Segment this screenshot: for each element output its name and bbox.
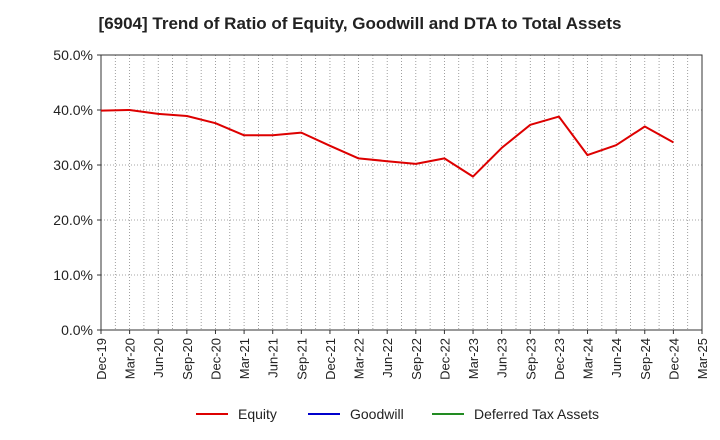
x-tick-label: Mar-23: [466, 338, 481, 379]
x-tick-label: Sep-21: [294, 338, 309, 380]
x-tick-label: Jun-21: [266, 338, 281, 378]
legend-label-goodwill: Goodwill: [350, 406, 404, 422]
x-tick-label: Jun-23: [495, 338, 510, 378]
y-axis: 0.0% 10.0% 20.0% 30.0% 40.0% 50.0%: [53, 47, 101, 338]
legend: Equity Goodwill Deferred Tax Assets: [196, 406, 599, 422]
legend-label-deferred-tax-assets: Deferred Tax Assets: [474, 406, 599, 422]
x-axis: Dec-19 Mar-20 Jun-20 Sep-20 Dec-20 Mar-21 Jun-…: [94, 330, 710, 380]
series-line-equity: [100, 109, 674, 178]
x-tick-label: Jun-22: [380, 338, 395, 378]
x-tick-label: Dec-19: [94, 338, 109, 380]
x-tick-label: Mar-24: [581, 338, 596, 379]
x-tick-label: Dec-23: [552, 338, 567, 380]
series-lines: [100, 109, 674, 178]
x-tick-label: Mar-21: [237, 338, 252, 379]
x-tick-label: Dec-21: [323, 338, 338, 380]
x-tick-label: Sep-22: [409, 338, 424, 380]
x-tick-label: Dec-20: [208, 338, 223, 380]
y-tick-label: 0.0%: [61, 322, 93, 338]
x-tick-label: Sep-23: [523, 338, 538, 380]
x-tick-label: Dec-24: [666, 338, 681, 380]
y-tick-label: 20.0%: [53, 212, 93, 228]
x-tick-label: Mar-22: [352, 338, 367, 379]
x-tick-label: Sep-20: [180, 338, 195, 380]
y-tick-label: 40.0%: [53, 102, 93, 118]
x-tick-label: Mar-25: [695, 338, 710, 379]
y-tick-label: 30.0%: [53, 157, 93, 173]
y-tick-label: 10.0%: [53, 267, 93, 283]
x-tick-label: Sep-24: [638, 338, 653, 380]
x-tick-label: Mar-20: [123, 338, 138, 379]
y-tick-label: 50.0%: [53, 47, 93, 63]
plot-frame: [100, 54, 703, 331]
grid-lines: [101, 55, 702, 330]
legend-label-equity: Equity: [238, 406, 277, 422]
x-tick-label: Dec-22: [437, 338, 452, 380]
x-tick-label: Jun-20: [151, 338, 166, 378]
x-tick-label: Jun-24: [609, 338, 624, 378]
chart-title: [6904] Trend of Ratio of Equity, Goodwil…: [98, 14, 622, 33]
